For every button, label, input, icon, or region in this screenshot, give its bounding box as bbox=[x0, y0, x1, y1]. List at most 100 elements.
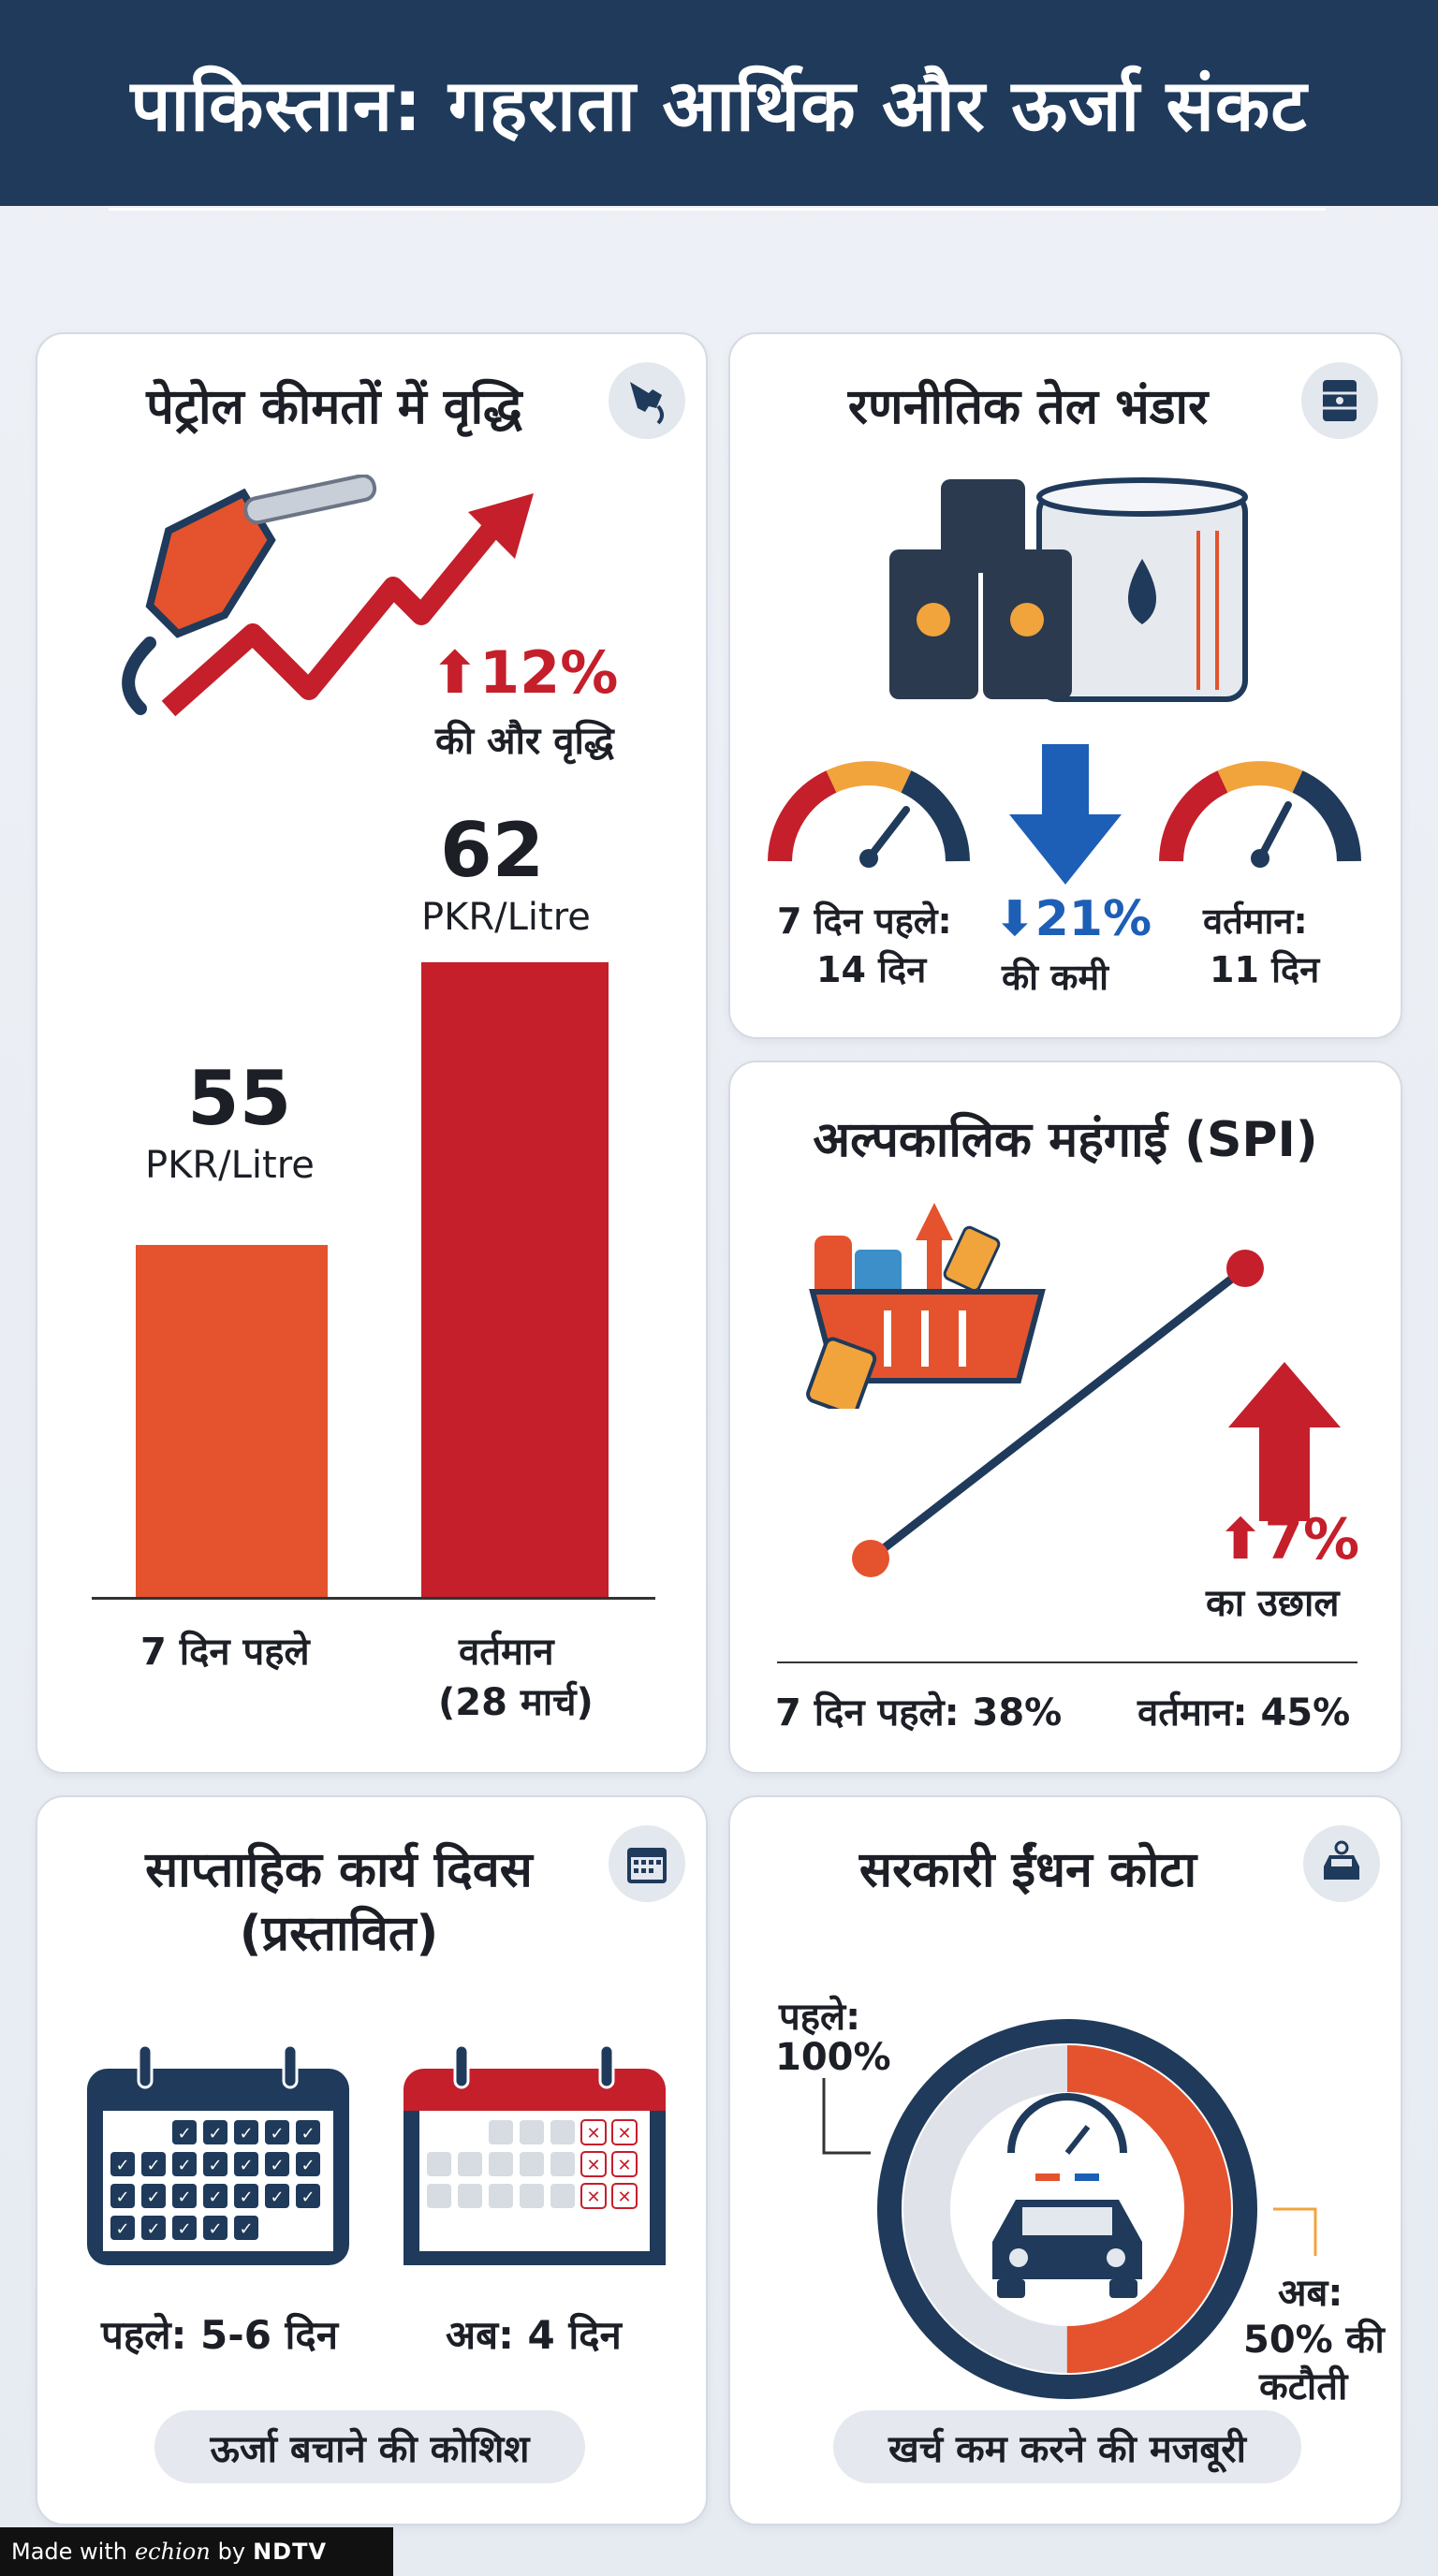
spi-divider bbox=[777, 1661, 1357, 1663]
check-mark-icon: ✓ bbox=[208, 2156, 222, 2175]
check-mark-icon: ✓ bbox=[239, 2156, 253, 2175]
work-day-cell bbox=[296, 2184, 320, 2208]
petrol-before-label: 7 दिन पहले bbox=[140, 1631, 310, 1674]
reserve-before-label: 7 दिन पहले: bbox=[777, 900, 952, 942]
check-mark-icon: ✓ bbox=[301, 2156, 315, 2175]
shopping-basket-icon bbox=[806, 1203, 1046, 1409]
work-day-cell bbox=[141, 2184, 166, 2208]
off-day-cell bbox=[580, 2151, 607, 2177]
petrol-before-value: 55 bbox=[187, 1055, 292, 1142]
calendar-icon bbox=[609, 1825, 685, 1902]
footer-echion: echion bbox=[134, 2539, 211, 2565]
reserve-current-value: 11 दिन bbox=[1210, 949, 1320, 990]
check-mark-icon: ✓ bbox=[177, 2188, 191, 2207]
check-mark-icon: ✓ bbox=[239, 2124, 253, 2144]
plain-day-cell bbox=[520, 2152, 544, 2176]
check-mark-icon: ✓ bbox=[146, 2219, 160, 2239]
petrol-current-date: (28 मार्च) bbox=[438, 1681, 594, 1724]
work-day-cell bbox=[110, 2152, 135, 2176]
work-day-cell bbox=[172, 2216, 197, 2240]
footer-by: by bbox=[217, 2539, 246, 2565]
work-day-cell bbox=[296, 2152, 320, 2176]
check-mark-icon: ✓ bbox=[177, 2156, 191, 2175]
reserve-change-caption: की कमी bbox=[1002, 957, 1109, 998]
check-mark-icon: ✓ bbox=[239, 2219, 253, 2239]
reserve-change-label: ⬇21% bbox=[994, 891, 1152, 947]
quota-current-label-2: 50% की bbox=[1243, 2319, 1385, 2362]
petrol-current-bar bbox=[421, 962, 609, 1597]
work-day-cell bbox=[172, 2184, 197, 2208]
check-mark-icon: ✓ bbox=[146, 2188, 160, 2207]
quota-callout-lines bbox=[822, 2078, 1317, 2256]
oil-storage-illustration bbox=[889, 477, 1248, 702]
footer-watermark: Made with echion by NDTV bbox=[0, 2527, 393, 2576]
work-day-cell bbox=[265, 2184, 289, 2208]
up-arrow-icon: ⬆ bbox=[1217, 1507, 1265, 1573]
off-day-cell bbox=[611, 2151, 638, 2177]
spi-before-label: 7 दिन पहले: 38% bbox=[775, 1691, 1063, 1734]
fuel-quota-card: सरकारी ईंधन कोटा पहले: 100% अब: 50% की क… bbox=[728, 1795, 1402, 2525]
oil-reserve-title: रणनीतिक तेल भंडार bbox=[847, 379, 1209, 435]
cross-mark-icon: ✕ bbox=[586, 2188, 600, 2207]
off-day-cell bbox=[611, 2119, 638, 2145]
plain-day-cell bbox=[489, 2184, 513, 2208]
spi-start-point bbox=[852, 1540, 889, 1577]
cross-mark-icon: ✕ bbox=[617, 2188, 631, 2207]
work-day-cell bbox=[234, 2120, 258, 2144]
spi-jump-value: 7% bbox=[1264, 1507, 1360, 1573]
footer-made-with: Made with bbox=[11, 2539, 127, 2565]
work-day-cell bbox=[203, 2216, 227, 2240]
big-up-arrow-icon bbox=[1228, 1362, 1341, 1521]
spi-end-point bbox=[1226, 1250, 1264, 1287]
quota-current-label-1: अब: bbox=[1278, 2272, 1343, 2315]
plain-day-cell bbox=[520, 2120, 544, 2144]
spi-jump-caption: का उछाल bbox=[1206, 1582, 1340, 1625]
petrol-current-value: 62 bbox=[440, 807, 545, 894]
work-day-cell bbox=[203, 2120, 227, 2144]
footer-brand: NDTV bbox=[253, 2539, 328, 2565]
work-days-note: ऊर्जा बचाने की कोशिश bbox=[154, 2410, 585, 2483]
petrol-current-unit: PKR/Litre bbox=[421, 896, 591, 939]
fuel-pump-rising-arrow-icon bbox=[122, 475, 534, 717]
petrol-increase-caption: की और वृद्धि bbox=[435, 720, 614, 763]
work-day-cell bbox=[234, 2216, 258, 2240]
reserve-change-value: 21% bbox=[1034, 891, 1152, 947]
work-day-cell bbox=[110, 2216, 135, 2240]
work-day-cell bbox=[172, 2120, 197, 2144]
header-divider bbox=[109, 208, 1326, 211]
page-header: पाकिस्तान: गहराता आर्थिक और ऊर्जा संकट bbox=[0, 0, 1438, 206]
plain-day-cell bbox=[489, 2120, 513, 2144]
check-mark-icon: ✓ bbox=[177, 2124, 191, 2144]
reserve-current-label: वर्तमान: bbox=[1203, 900, 1308, 942]
spi-title: अल्पकालिक महंगाई (SPI) bbox=[813, 1112, 1318, 1168]
work-days-title-line2: (प्रस्तावित) bbox=[239, 1906, 439, 1962]
down-arrow-icon bbox=[1009, 744, 1122, 885]
petrol-before-bar bbox=[136, 1245, 328, 1597]
petrol-increase-label: ⬆12% bbox=[431, 638, 618, 707]
work-day-cell bbox=[234, 2184, 258, 2208]
check-mark-icon: ✓ bbox=[239, 2188, 253, 2207]
quota-before-label-1: पहले: bbox=[779, 1996, 861, 2039]
fuel-quota-donut-chart bbox=[877, 2019, 1257, 2399]
check-mark-icon: ✓ bbox=[270, 2124, 284, 2144]
page-title: पाकिस्तान: गहराता आर्थिक और ऊर्जा संकट bbox=[130, 63, 1308, 147]
current-calendar-icon: ✕ ✕ ✕ ✕ ✕ ✕ bbox=[404, 2043, 666, 2265]
cross-mark-icon: ✕ bbox=[617, 2156, 631, 2175]
petrol-current-label: वर्तमान bbox=[459, 1631, 554, 1674]
check-mark-icon: ✓ bbox=[208, 2124, 222, 2144]
check-mark-icon: ✓ bbox=[115, 2188, 129, 2207]
work-day-cell bbox=[141, 2152, 166, 2176]
cross-mark-icon: ✕ bbox=[617, 2124, 631, 2144]
work-day-cell bbox=[296, 2120, 320, 2144]
check-mark-icon: ✓ bbox=[301, 2124, 315, 2144]
work-day-cell bbox=[172, 2152, 197, 2176]
reserve-before-value: 14 दिन bbox=[816, 949, 927, 990]
fuel-quota-note: खर्च कम करने की मजबूरी bbox=[833, 2410, 1301, 2483]
check-mark-icon: ✓ bbox=[146, 2156, 160, 2175]
check-mark-icon: ✓ bbox=[301, 2188, 315, 2207]
work-day-cell bbox=[265, 2120, 289, 2144]
work-day-cell bbox=[141, 2216, 166, 2240]
work-days-current-label: अब: 4 दिन bbox=[446, 2312, 622, 2358]
check-mark-icon: ✓ bbox=[115, 2156, 129, 2175]
check-mark-icon: ✓ bbox=[208, 2219, 222, 2239]
